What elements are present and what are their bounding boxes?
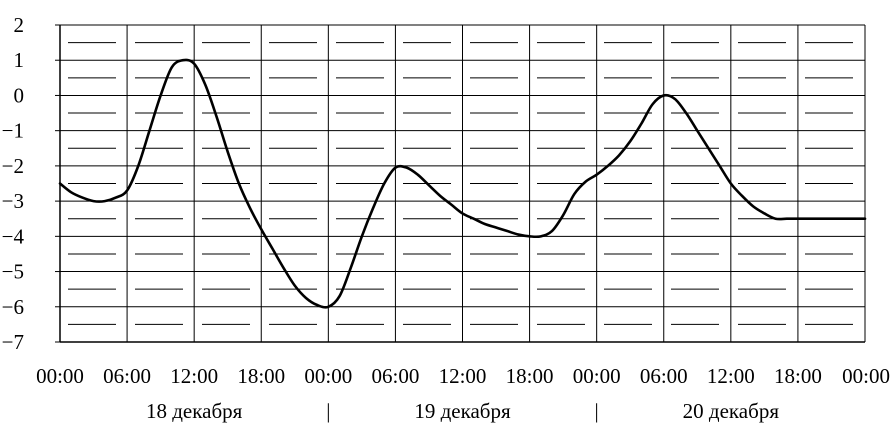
x-tick-label: 06:00 xyxy=(371,364,419,388)
day-separator: | xyxy=(595,399,599,423)
y-tick-label: 2 xyxy=(14,13,25,37)
y-tick-label: −2 xyxy=(2,154,24,178)
y-tick-label: −1 xyxy=(2,119,24,143)
x-tick-label: 00:00 xyxy=(304,364,352,388)
y-tick-label: −7 xyxy=(2,330,24,354)
y-tick-label: −3 xyxy=(2,189,24,213)
x-tick-label: 06:00 xyxy=(640,364,688,388)
x-tick-label: 00:00 xyxy=(842,364,890,388)
day-labels: 18 декабря 19 декабря 20 декабря | | xyxy=(146,399,779,423)
x-tick-label: 12:00 xyxy=(439,364,487,388)
y-tick-label: 0 xyxy=(14,83,25,107)
grid xyxy=(59,24,866,343)
x-tick-label: 18:00 xyxy=(237,364,285,388)
x-tick-label: 18:00 xyxy=(774,364,822,388)
x-tick-label: 06:00 xyxy=(103,364,151,388)
x-tick-label: 00:00 xyxy=(573,364,621,388)
x-tick-label: 12:00 xyxy=(170,364,218,388)
y-tick-label: 1 xyxy=(14,48,25,72)
x-tick-labels: 00:00 06:00 12:00 18:00 00:00 06:00 12:00 18:00… xyxy=(36,364,890,388)
x-tick-label: 12:00 xyxy=(707,364,755,388)
day-label: 20 декабря xyxy=(683,399,780,423)
day-separator: | xyxy=(326,399,330,423)
y-tick-label: −6 xyxy=(2,295,24,319)
series-line xyxy=(58,58,867,309)
y-tick-labels: 2 1 0 −1 −2 −3 −4 −5 −6 −7 xyxy=(2,13,60,354)
day-label: 18 декабря xyxy=(146,399,243,423)
day-label: 19 декабря xyxy=(414,399,511,423)
y-tick-label: −4 xyxy=(2,224,25,248)
x-tick-label: 18:00 xyxy=(506,364,554,388)
y-tick-label: −5 xyxy=(2,260,24,284)
series xyxy=(58,58,867,309)
x-tick-label: 00:00 xyxy=(36,364,84,388)
